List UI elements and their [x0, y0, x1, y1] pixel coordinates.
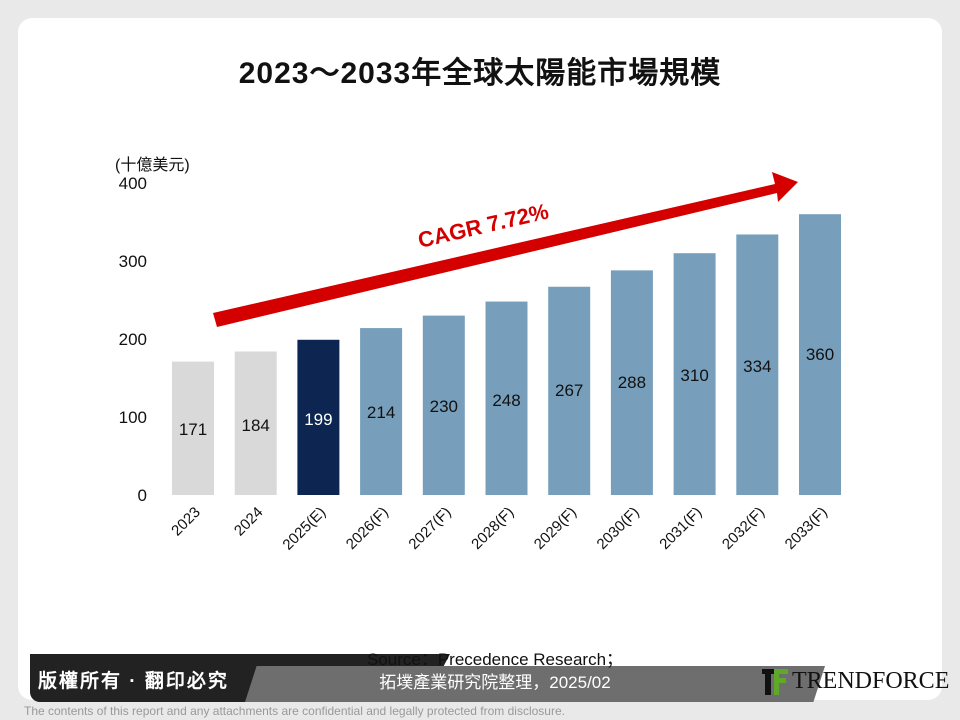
x-tick-label: 2029(F)	[531, 504, 580, 553]
x-tick-label: 2032(F)	[719, 504, 768, 553]
bar	[736, 234, 779, 496]
x-tick-label: 2024	[231, 504, 267, 540]
trendforce-logo: TRENDFORCE	[762, 668, 949, 695]
x-tick-label: 2026(F)	[343, 504, 392, 553]
x-tick-label: 2033(F)	[782, 504, 831, 553]
x-tick-label: 2027(F)	[405, 504, 454, 553]
bar-chart: (十億美元) 0 100 200 300 400 171 2023 184 2024 199 2025…	[115, 156, 841, 554]
data-label: 184	[242, 416, 270, 435]
x-tick-label: 2031(F)	[656, 504, 705, 553]
y-tick-label: 0	[138, 486, 147, 505]
y-tick-label: 100	[119, 408, 147, 427]
bar	[422, 315, 465, 495]
x-tick-label: 2030(F)	[594, 504, 643, 553]
data-label: 288	[618, 373, 646, 392]
bar	[610, 270, 653, 495]
x-tick-label: 2023	[168, 504, 204, 540]
data-label: 214	[367, 403, 395, 422]
bar	[234, 351, 277, 495]
data-label: 230	[430, 397, 458, 416]
x-tick-label: 2025(E)	[279, 504, 329, 554]
y-tick-label: 200	[119, 330, 147, 349]
copyright-text: 版權所有 · 翻印必究	[38, 671, 229, 692]
disclaimer: The contents of this report and any atta…	[24, 704, 565, 718]
bar	[485, 301, 528, 495]
slide-panel	[18, 18, 942, 700]
y-axis-label: (十億美元)	[115, 156, 190, 174]
bar	[360, 328, 403, 495]
source-line-1: Source：Precedence Research；	[366, 650, 624, 669]
bar	[548, 286, 591, 495]
bar	[172, 361, 214, 495]
logo-text: TRENDFORCE	[792, 668, 950, 694]
x-tick-label: 2028(F)	[468, 504, 517, 553]
data-label: 334	[743, 357, 771, 376]
data-label: 171	[179, 420, 207, 439]
source-line-2: 拓墣產業研究院整理，2025/02	[379, 673, 611, 692]
data-label: 310	[680, 366, 708, 385]
trendforce-logo-icon	[762, 668, 788, 695]
data-label: 360	[806, 345, 834, 364]
bar	[799, 214, 841, 495]
bar	[297, 339, 340, 495]
data-label: 248	[492, 391, 520, 410]
y-tick-label: 400	[119, 174, 147, 193]
footer-gray-band	[245, 666, 825, 702]
data-label: 267	[555, 381, 583, 400]
data-label: 199	[304, 410, 332, 429]
bar	[673, 253, 716, 495]
cagr-arrow	[213, 172, 798, 327]
chart-title: 2023～2033年全球太陽能市場規模	[238, 57, 722, 90]
y-tick-label: 300	[119, 252, 147, 271]
